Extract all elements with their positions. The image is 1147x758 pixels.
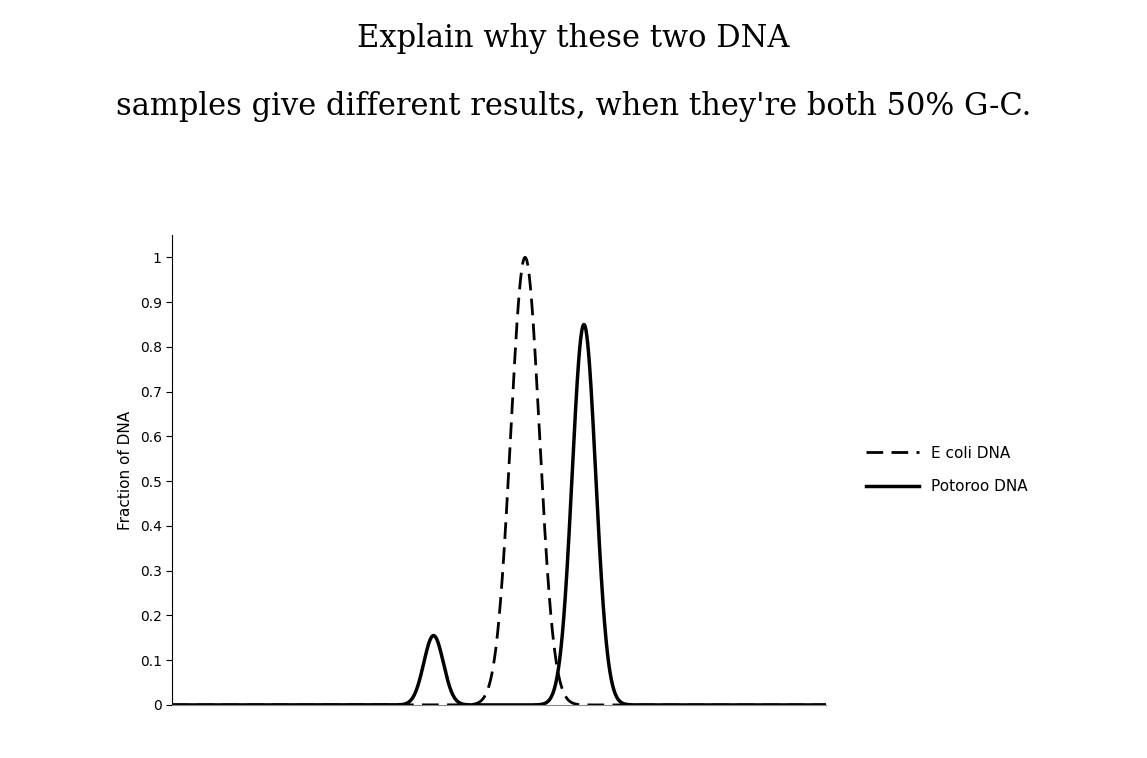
Text: samples give different results, when they're both 50% G-C.: samples give different results, when the… [116, 91, 1031, 122]
Legend: E coli DNA, Potoroo DNA: E coli DNA, Potoroo DNA [859, 440, 1035, 500]
Text: Explain why these two DNA: Explain why these two DNA [357, 23, 790, 54]
Y-axis label: Fraction of DNA: Fraction of DNA [118, 410, 133, 530]
